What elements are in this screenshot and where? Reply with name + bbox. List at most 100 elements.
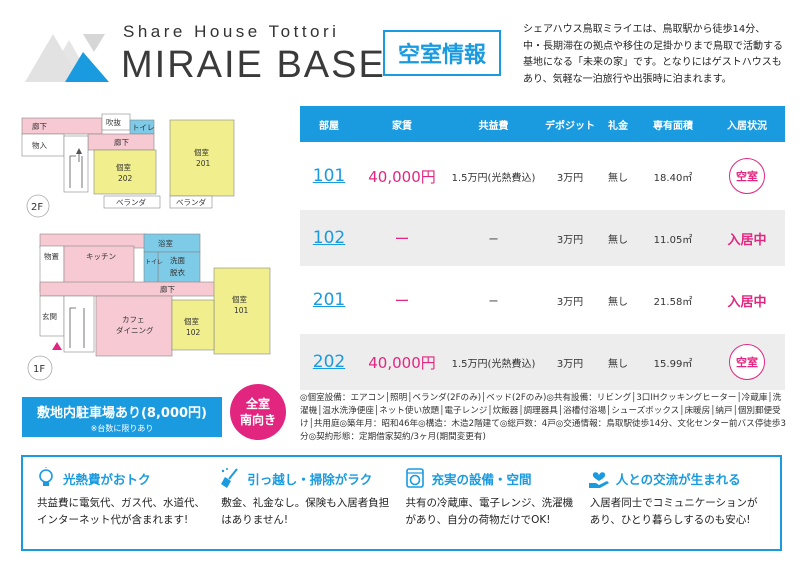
svg-text:201: 201 [196, 159, 211, 168]
svg-text:ダイニング: ダイニング [116, 325, 154, 335]
feature-text: 入居者同士でコミュニケーションがあり、ひとり暮らしするのも安心! [589, 497, 758, 526]
room-link-101[interactable]: 101 [312, 166, 346, 186]
logo-icon [25, 34, 109, 82]
table-row: 201 ー ー 3万円 無し 21.58㎡ 入居中 [300, 272, 785, 328]
room-table: 部屋 家賃 共益費 デポジット 礼金 専有面積 入居状況 101 40,000円… [300, 106, 785, 390]
svg-text:キッチン: キッチン [86, 252, 116, 261]
status-badge: 空室 [729, 158, 765, 194]
features-box: 光熱費がおトク 共益費に電気代、ガス代、水道代、インターネット代が含まれます! … [21, 455, 782, 551]
table-row: 102 ー ー 3万円 無し 11.05㎡ 入居中 [300, 210, 785, 266]
feature-item: 充実の設備・空間 共有の冷蔵庫、電子レンジ、洗濯機があり、自分の荷物だけでOK! [404, 467, 588, 549]
status-badge: 入居中 [727, 294, 767, 310]
area-value: 18.40㎡ [653, 172, 693, 184]
feature-item: 引っ越し・掃除がラク 敷金、礼金なし。保険も入居者負担はありません! [219, 467, 403, 549]
svg-text:玄関: 玄関 [42, 311, 57, 321]
svg-text:102: 102 [186, 328, 201, 337]
svg-text:廊下: 廊下 [114, 137, 129, 147]
floor-2f-plan: 廊下 吹抜 トイレ 廊下 物入 個室 202 個室 201 ベランダ ベランダ [21, 113, 235, 209]
room-link-202[interactable]: 202 [312, 352, 346, 372]
broom-icon [221, 468, 239, 488]
room-link-102[interactable]: 102 [312, 228, 346, 248]
parking-banner: 敷地内駐車場あり(8,000円) ※台数に限りあり [22, 397, 222, 437]
brand-title: MIRAIE BASE [121, 44, 386, 86]
key-money-value: 無し [608, 172, 628, 184]
svg-text:浴室: 浴室 [158, 238, 173, 248]
rent-value: ー [394, 229, 410, 248]
status-badge: 空室 [729, 344, 765, 380]
svg-text:トイレ: トイレ [145, 259, 163, 266]
key-money-value: 無し [608, 234, 628, 246]
rent-value: 40,000円 [368, 167, 436, 186]
room-link-201[interactable]: 201 [312, 290, 346, 310]
heart-hands-icon [588, 472, 609, 488]
header-room: 部屋 [319, 120, 339, 132]
svg-text:ベランダ: ベランダ [116, 197, 146, 207]
feature-title: 充実の設備・空間 [431, 471, 532, 487]
parking-note: ※台数に限りあり [90, 424, 154, 433]
svg-text:吹抜: 吹抜 [106, 117, 121, 127]
svg-text:廊下: 廊下 [32, 121, 47, 131]
floor-1f-plan: 廊下 浴室 物置 キッチン 洗面 脱衣 トイレ 廊下 個室 101 玄関 カフェ… [39, 233, 271, 357]
south-facing-line1: 全室 [245, 397, 270, 411]
header-status: 入居状況 [727, 120, 767, 132]
svg-text:洗面: 洗面 [170, 255, 185, 265]
svg-text:ベランダ: ベランダ [176, 197, 206, 207]
floor-plan: 廊下 吹抜 トイレ 廊下 物入 個室 202 個室 201 ベランダ ベランダ … [21, 113, 271, 381]
feature-title: 人との交流が生まれる [615, 471, 741, 487]
header-fee: 共益費 [478, 120, 509, 132]
svg-text:202: 202 [118, 174, 133, 183]
feature-item: 人との交流が生まれる 入居者同士でコミュニケーションがあり、ひとり暮らしするのも… [588, 467, 772, 549]
intro-text: シェアハウス鳥取ミライエは、鳥取駅から徒歩14分、中・長期滞在の拠点や移住の足掛… [523, 24, 783, 85]
fee-value: 1.5万円(光熱費込) [451, 358, 536, 370]
svg-text:カフェ: カフェ [122, 315, 145, 324]
feature-item: 光熱費がおトク 共益費に電気代、ガス代、水道代、インターネット代が含まれます! [35, 467, 219, 549]
equipment-text: ◎個室設備：エアコン│照明│ベランダ(2Fのみ)│ベッド(2Fのみ)◎共有設備：… [300, 393, 786, 442]
feature-text: 共益費に電気代、ガス代、水道代、インターネット代が含まれます! [37, 497, 205, 526]
deposit-value: 3万円 [556, 172, 584, 184]
header-deposit: デポジット [545, 120, 595, 132]
rent-value: ー [394, 291, 410, 310]
svg-text:廊下: 廊下 [160, 284, 175, 294]
table-row: 202 40,000円 1.5万円(光熱費込) 3万円 無し 15.99㎡ 空室 [300, 334, 785, 390]
svg-text:トイレ: トイレ [132, 123, 155, 132]
feature-title: 光熱費がおトク [63, 471, 151, 487]
washing-machine-icon [405, 468, 424, 488]
fee-value: 1.5万円(光熱費込) [451, 172, 536, 184]
deposit-value: 3万円 [556, 234, 584, 246]
header-rent: 家賃 [392, 120, 412, 132]
rent-value: 40,000円 [368, 353, 436, 372]
feature-text: 敷金、礼金なし。保険も入居者負担はありません! [221, 497, 390, 526]
table-header: 部屋 家賃 共益費 デポジット 礼金 専有面積 入居状況 [300, 106, 785, 142]
vacancy-title: 空室情報 [383, 30, 501, 76]
parking-text: 敷地内駐車場あり(8,000円) [36, 406, 207, 421]
floor-2f-label: 2F [31, 202, 43, 213]
fee-value: ー [488, 234, 499, 246]
south-facing-badge: 全室 南向き [230, 384, 286, 440]
svg-text:個室: 個室 [184, 316, 199, 326]
header-area: 専有面積 [653, 120, 693, 132]
svg-text:個室: 個室 [194, 147, 209, 157]
area-value: 15.99㎡ [653, 358, 693, 370]
south-facing-line2: 南向き [239, 413, 276, 427]
area-value: 11.05㎡ [653, 234, 693, 246]
svg-text:個室: 個室 [232, 294, 247, 304]
floor-1f-label: 1F [33, 364, 45, 375]
key-money-value: 無し [608, 358, 628, 370]
feature-title: 引っ越し・掃除がラク [247, 471, 373, 487]
lightbulb-icon [39, 467, 53, 486]
deposit-value: 3万円 [556, 296, 584, 308]
svg-text:個室: 個室 [116, 162, 131, 172]
status-badge: 入居中 [727, 232, 767, 248]
svg-text:物置: 物置 [44, 251, 59, 261]
svg-text:脱衣: 脱衣 [170, 267, 185, 277]
key-money-value: 無し [608, 296, 628, 308]
entrance-marker-icon [52, 342, 62, 350]
table-row: 101 40,000円 1.5万円(光熱費込) 3万円 無し 18.40㎡ 空室 [300, 148, 785, 204]
area-value: 21.58㎡ [653, 296, 693, 308]
fee-value: ー [488, 296, 499, 308]
svg-text:物入: 物入 [32, 140, 47, 150]
svg-text:101: 101 [234, 306, 249, 315]
deposit-value: 3万円 [556, 358, 584, 370]
header-key-money: 礼金 [608, 120, 628, 132]
brand-subtitle: Share House Tottori [123, 22, 340, 41]
